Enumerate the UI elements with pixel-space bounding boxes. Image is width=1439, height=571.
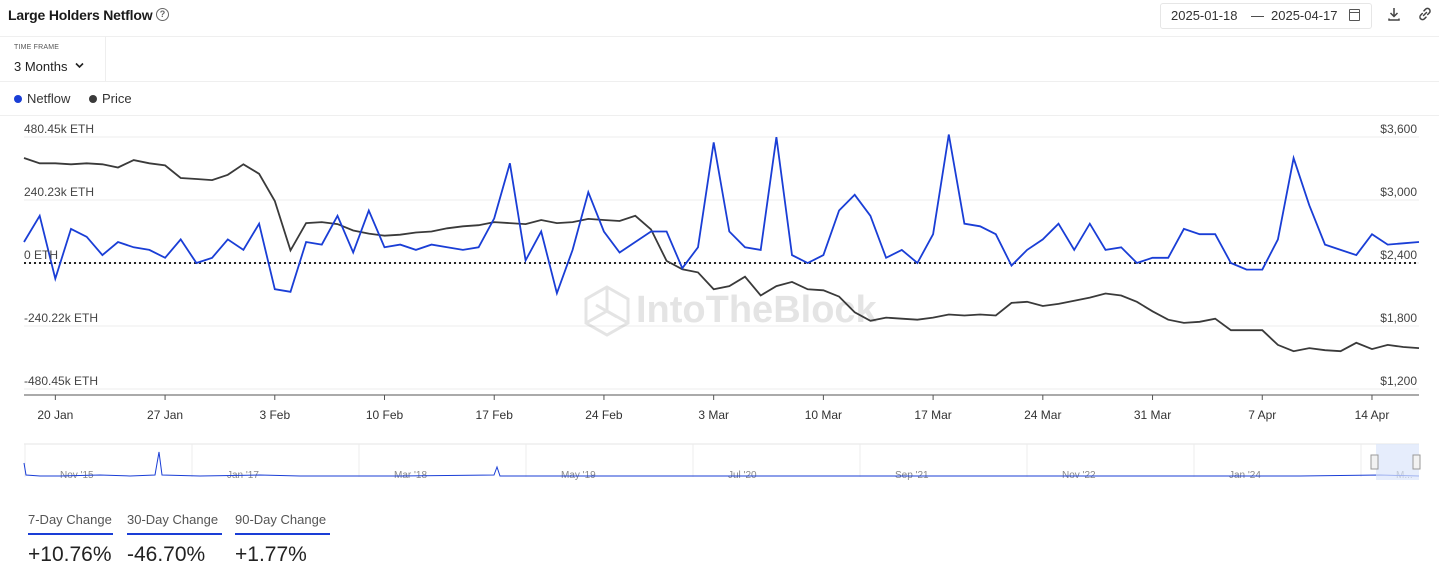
right-axis-tick-label: $1,800 <box>1380 311 1417 325</box>
tab-underline <box>235 533 330 535</box>
right-axis-tick-label: $2,400 <box>1380 248 1417 262</box>
navigator-label: May '19 <box>561 470 596 480</box>
x-axis-tick-label: 14 Apr <box>1355 408 1390 422</box>
watermark-text: IntoTheBlock <box>636 289 878 331</box>
calendar-icon[interactable] <box>1349 9 1360 21</box>
divider <box>0 36 1439 37</box>
tab-underline <box>127 533 222 535</box>
navigator-selection <box>1376 444 1419 480</box>
legend-netflow[interactable]: Netflow <box>27 91 71 106</box>
netflow-series-line <box>23 134 1420 297</box>
x-axis-tick-label: 31 Mar <box>1134 408 1171 422</box>
divider <box>0 115 1439 116</box>
navigator-label: Jul '20 <box>728 470 757 480</box>
navigator-series <box>23 451 1420 477</box>
range-navigator: Nov '15 Jan '17 Mar '18 May '19 Jul '20 Sep '… <box>23 443 1421 480</box>
x-axis-tick-label: 7 Apr <box>1248 408 1276 422</box>
x-axis-tick-label: 3 Feb <box>259 408 290 422</box>
left-axis-tick-label: 0 ETH <box>24 248 58 262</box>
date-separator: — <box>1251 8 1264 23</box>
right-axis-tick-label: $3,000 <box>1380 185 1417 199</box>
x-axis-tick-label: 27 Jan <box>147 408 183 422</box>
legend-netflow-dot <box>14 95 22 103</box>
right-axis-tick-label: $1,200 <box>1380 374 1417 388</box>
navigator-label: Nov '15 <box>60 470 94 480</box>
chart-header: Large Holders Netflow ? 2025-01-18 — 202… <box>0 0 1439 32</box>
navigator-right-handle <box>1412 454 1421 470</box>
timeframe-value: 3 Months <box>14 59 68 74</box>
left-axis-tick-label: -240.22k ETH <box>24 311 98 325</box>
left-axis-tick-label: 240.23k ETH <box>24 185 94 199</box>
tab-underline <box>28 533 113 535</box>
x-axis-tick-label: 10 Mar <box>805 408 842 422</box>
tab-30-day-change[interactable]: 30-Day Change <box>127 512 219 527</box>
date-range-picker[interactable]: 2025-01-18 — 2025-04-17 <box>1160 3 1372 29</box>
divider <box>0 81 1439 82</box>
timeframe-label: TIME FRAME <box>14 44 60 51</box>
legend-price[interactable]: Price <box>102 91 132 106</box>
navigator-label: Jan '24 <box>1229 470 1261 480</box>
tab-90-day-change[interactable]: 90-Day Change <box>235 512 327 527</box>
download-icon[interactable] <box>1386 6 1402 22</box>
grid-lines <box>24 136 1419 390</box>
legend-price-dot <box>89 95 97 103</box>
left-axis-tick-label: -480.45k ETH <box>24 374 98 388</box>
x-axis-tick-label: 24 Mar <box>1024 408 1061 422</box>
navigator-left-handle <box>1370 454 1379 470</box>
date-start: 2025-01-18 <box>1171 8 1238 23</box>
chevron-down-icon <box>75 62 84 69</box>
chart-title: Large Holders Netflow <box>8 7 153 23</box>
x-axis-tick-label: 17 Feb <box>476 408 514 422</box>
timeframe-selector[interactable]: TIME FRAME 3 Months <box>0 36 106 81</box>
x-axis-tick-label: 3 Mar <box>698 408 729 422</box>
change-90-day-value: +1.77% <box>235 543 307 566</box>
price-series-line <box>23 157 1420 353</box>
x-axis-tick-label: 24 Feb <box>585 408 623 422</box>
x-axis-tick-label: 17 Mar <box>914 408 951 422</box>
navigator-label: Nov '22 <box>1062 470 1096 480</box>
change-7-day-value: +10.76% <box>28 543 112 566</box>
change-30-day-value: -46.70% <box>127 543 206 566</box>
x-axis-tick-label: 10 Feb <box>366 408 404 422</box>
navigator-label: Mar '18 <box>394 470 427 480</box>
tab-7-day-change[interactable]: 7-Day Change <box>28 512 112 527</box>
date-end: 2025-04-17 <box>1271 8 1338 23</box>
right-axis-tick-label: $3,600 <box>1380 122 1417 136</box>
link-icon[interactable] <box>1417 6 1433 22</box>
netflow-price-chart[interactable]: IntoTheBlock 480.45k ETH 240.23k ETH 0 ETH… <box>0 115 1439 480</box>
left-axis-tick-label: 480.45k ETH <box>24 122 94 136</box>
x-axis-tick-label: 20 Jan <box>37 408 73 422</box>
navigator-label: Sep '21 <box>895 470 929 480</box>
help-icon[interactable]: ? <box>156 8 169 21</box>
